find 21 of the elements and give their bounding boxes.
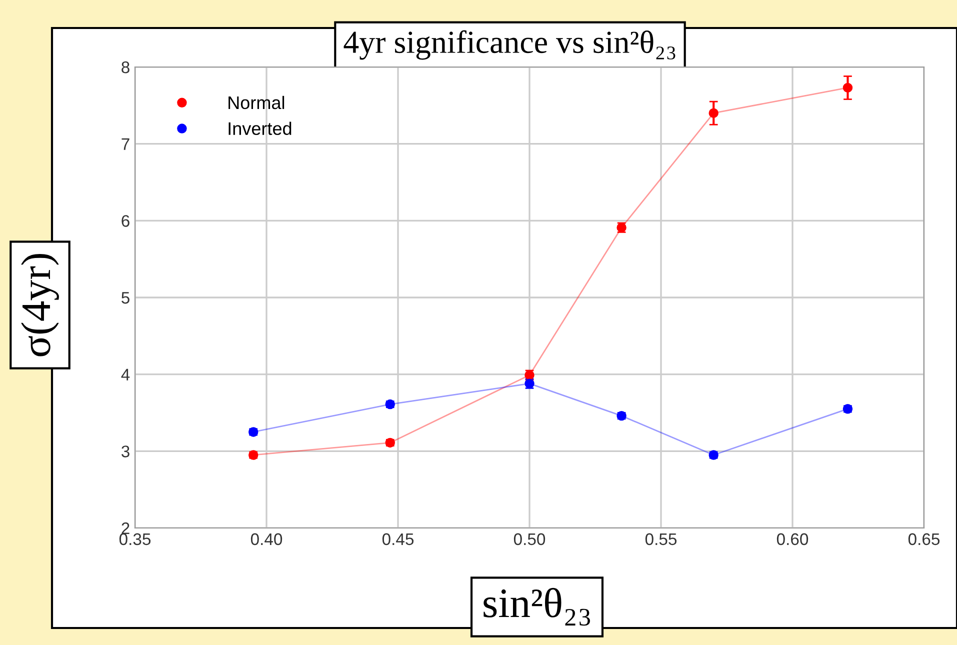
x-tick-label: 0.50 bbox=[514, 533, 546, 546]
x-axis-title: sin²θ₂₃ bbox=[484, 588, 590, 626]
x-tick-label: 0.60 bbox=[776, 533, 808, 546]
y-axis-title: σ(4yr) bbox=[21, 254, 59, 356]
x-tick-label: 0.45 bbox=[382, 533, 414, 546]
y-tick-label: 8 bbox=[122, 61, 130, 74]
legend-label: Inverted bbox=[228, 122, 292, 136]
y-tick-label: 5 bbox=[122, 292, 130, 304]
x-tick-label: 0.55 bbox=[645, 533, 677, 546]
y-tick-label: 2 bbox=[122, 522, 130, 534]
x-tick-label: 0.40 bbox=[250, 533, 282, 546]
point bbox=[842, 82, 853, 93]
y-tick-label: 7 bbox=[122, 138, 130, 150]
y-tick-label: 6 bbox=[122, 215, 130, 227]
chart-title: 4yr significance vs sin²θ₂₃ bbox=[344, 30, 676, 60]
point bbox=[708, 108, 718, 118]
y-tick-label: 4 bbox=[121, 368, 130, 380]
legend-label: Normal bbox=[228, 96, 284, 110]
x-tick-label: 0.35 bbox=[119, 533, 151, 546]
y-tick-label: 3 bbox=[122, 446, 130, 458]
x-tick-label: 0.65 bbox=[908, 533, 940, 546]
